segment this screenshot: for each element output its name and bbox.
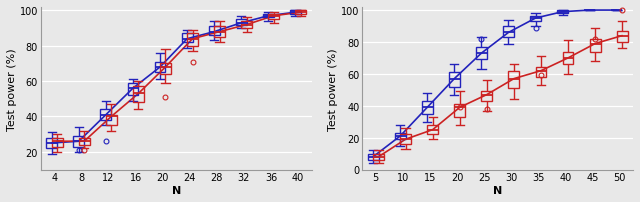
X-axis label: N: N — [172, 185, 181, 195]
Bar — [481, 92, 492, 101]
Bar — [503, 27, 514, 38]
Bar — [155, 62, 165, 73]
Bar — [422, 101, 433, 114]
Bar — [263, 15, 274, 18]
Bar — [241, 22, 252, 29]
Bar — [530, 17, 541, 22]
Bar — [395, 133, 406, 140]
Bar — [52, 138, 63, 147]
Bar — [296, 11, 307, 15]
Bar — [367, 154, 378, 160]
Bar — [563, 52, 573, 65]
Bar — [74, 136, 84, 147]
Bar — [509, 71, 519, 89]
Bar — [236, 20, 246, 25]
Bar — [79, 138, 90, 145]
Bar — [100, 110, 111, 120]
Bar — [182, 34, 193, 43]
Bar — [454, 105, 465, 117]
Bar — [127, 83, 138, 96]
Bar — [268, 15, 279, 20]
Bar — [400, 135, 411, 144]
Bar — [133, 87, 144, 103]
Bar — [617, 32, 628, 43]
Bar — [449, 73, 460, 87]
Bar — [187, 34, 198, 46]
X-axis label: N: N — [493, 185, 502, 195]
Bar — [428, 125, 438, 135]
Bar — [46, 138, 57, 148]
Bar — [290, 11, 301, 15]
Bar — [106, 115, 116, 126]
Bar — [589, 40, 600, 52]
Y-axis label: Test power (%): Test power (%) — [328, 48, 339, 130]
Bar — [160, 64, 171, 75]
Bar — [536, 68, 547, 78]
Y-axis label: Test power (%): Test power (%) — [7, 48, 17, 130]
Bar — [476, 47, 487, 60]
Bar — [557, 11, 568, 14]
Bar — [373, 154, 384, 160]
Bar — [214, 27, 225, 38]
Bar — [209, 27, 220, 36]
